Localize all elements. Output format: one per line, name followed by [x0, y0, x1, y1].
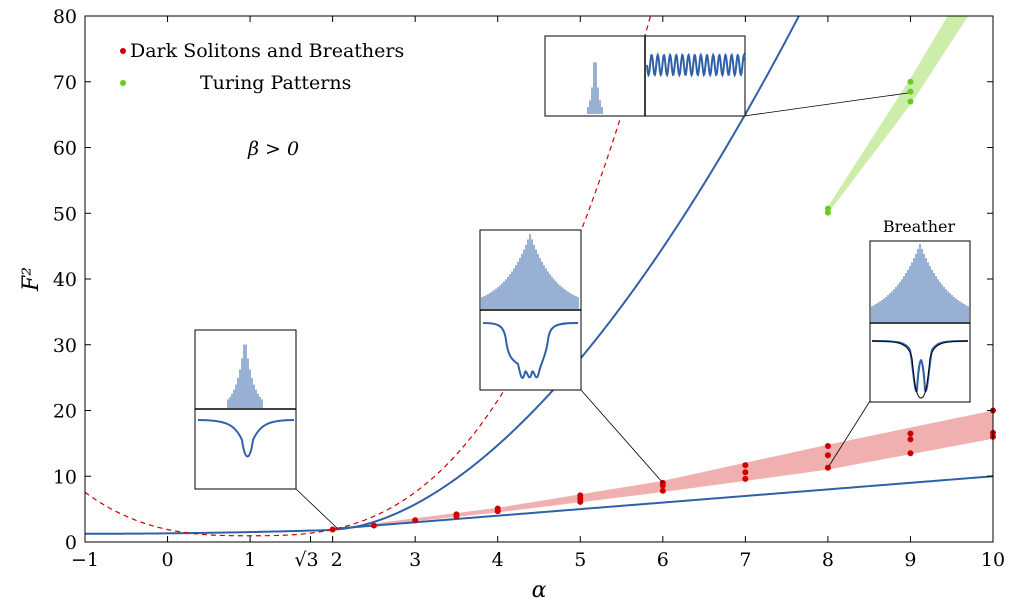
y-tick-label: 20 — [53, 401, 77, 423]
x-tick-label: 4 — [492, 549, 504, 571]
x-tick-label: 0 — [161, 549, 173, 571]
x-tick-label: 6 — [657, 549, 669, 571]
x-tick-label: 9 — [904, 549, 916, 571]
turing-pattern-band — [827, 16, 969, 214]
insets: Breather — [194, 35, 971, 529]
dark-soliton-point — [742, 462, 749, 469]
dark-soliton-point — [659, 487, 666, 494]
region-label: β > 0 — [247, 138, 299, 160]
x-axis-label: α — [532, 578, 547, 603]
inset-connector — [580, 389, 664, 484]
y-tick-label: 0 — [65, 532, 77, 554]
turing-pattern-point — [907, 98, 914, 105]
dark-soliton-point — [742, 469, 749, 476]
dark-soliton-point — [907, 430, 914, 437]
x-tick-label: 7 — [739, 549, 751, 571]
inset-connector — [743, 92, 909, 117]
inset-connector — [295, 488, 338, 529]
turing-pattern-point — [907, 88, 914, 95]
inset-connector — [828, 400, 871, 467]
dark-soliton-point — [577, 492, 584, 499]
y-tick-label: 50 — [53, 203, 77, 225]
y-axis-label: F² — [19, 267, 44, 292]
dark-soliton-point — [453, 511, 460, 518]
dark-soliton-band — [332, 410, 993, 531]
x-tick-label: −1 — [71, 549, 99, 571]
dark-soliton-point — [824, 464, 831, 471]
dark-soliton-point — [370, 522, 377, 529]
legend: Dark Solitons and Breathers Turing Patte… — [120, 40, 404, 94]
dark-soliton-point — [907, 450, 914, 457]
dark-soliton-point — [412, 517, 419, 524]
x-tick-label: √3 — [294, 549, 318, 571]
turing-pattern-point — [824, 205, 831, 212]
x-tick-label: 3 — [409, 549, 421, 571]
x-tick-label: 1 — [244, 549, 256, 571]
legend-marker-turing — [120, 80, 126, 86]
dark-soliton-point — [329, 526, 336, 533]
y-tick-label: 80 — [53, 6, 77, 28]
breather-label: Breather — [883, 217, 956, 236]
y-tick-label: 10 — [53, 466, 77, 488]
inset-turing-pattern — [544, 35, 746, 117]
legend-marker-dark — [120, 48, 126, 54]
inset-dark-soliton-small — [194, 329, 297, 490]
x-tick-label: 8 — [822, 549, 834, 571]
dark-soliton-point — [742, 475, 749, 482]
x-tick-label: 10 — [981, 549, 1005, 571]
lower-boundary-curve — [85, 475, 993, 535]
inset-dark-soliton-wide — [479, 229, 582, 391]
y-tick-label: 70 — [53, 72, 77, 94]
y-tick-label: 30 — [53, 335, 77, 357]
dark-soliton-point — [824, 452, 831, 459]
inset-breather: Breather — [869, 217, 971, 403]
upper-boundary-curve — [332, 16, 800, 531]
y-tick-label: 40 — [53, 269, 77, 291]
dark-soliton-point — [494, 505, 501, 512]
x-tick-label: 2 — [331, 549, 343, 571]
y-tick-label: 60 — [53, 138, 77, 160]
dark-soliton-point — [824, 443, 831, 450]
dark-soliton-point — [907, 436, 914, 443]
legend-label-dark: Dark Solitons and Breathers — [130, 40, 404, 62]
x-tick-label: 5 — [574, 549, 586, 571]
legend-label-turing: Turing Patterns — [200, 72, 351, 94]
turing-pattern-point — [907, 78, 914, 85]
